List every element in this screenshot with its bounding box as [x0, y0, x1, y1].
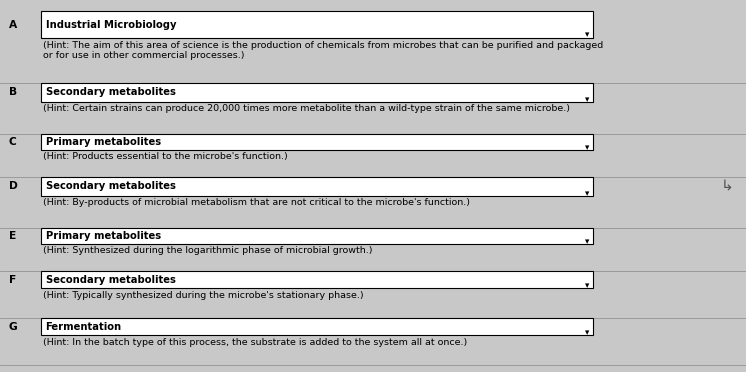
Text: Secondary metabolites: Secondary metabolites: [46, 181, 175, 191]
Text: ▾: ▾: [585, 30, 589, 39]
Text: G: G: [9, 321, 18, 331]
Text: Primary metabolites: Primary metabolites: [46, 137, 160, 147]
Text: F: F: [9, 275, 16, 285]
Text: ▾: ▾: [585, 143, 589, 152]
Text: (Hint: Certain strains can produce 20,000 times more metabolite than a wild-type: (Hint: Certain strains can produce 20,00…: [43, 104, 569, 113]
Text: (Hint: By-products of microbial metabolism that are not critical to the microbe': (Hint: By-products of microbial metaboli…: [43, 198, 469, 207]
Text: (Hint: In the batch type of this process, the substrate is added to the system a: (Hint: In the batch type of this process…: [43, 338, 467, 347]
FancyBboxPatch shape: [41, 11, 593, 38]
Text: ▾: ▾: [585, 94, 589, 104]
Text: C: C: [9, 137, 16, 147]
FancyBboxPatch shape: [41, 228, 593, 244]
FancyBboxPatch shape: [41, 177, 593, 196]
Text: (Hint: Products essential to the microbe's function.): (Hint: Products essential to the microbe…: [43, 152, 287, 161]
Text: B: B: [9, 87, 17, 97]
Text: ▾: ▾: [585, 281, 589, 290]
Text: D: D: [9, 181, 18, 191]
Text: Primary metabolites: Primary metabolites: [46, 231, 160, 241]
Text: Secondary metabolites: Secondary metabolites: [46, 87, 175, 97]
Text: (Hint: Typically synthesized during the microbe's stationary phase.): (Hint: Typically synthesized during the …: [43, 291, 363, 300]
Text: (Hint: The aim of this area of science is the production of chemicals from micro: (Hint: The aim of this area of science i…: [43, 41, 603, 60]
Text: ↳: ↳: [721, 179, 734, 193]
Text: E: E: [9, 231, 16, 241]
FancyBboxPatch shape: [41, 318, 593, 336]
Text: Secondary metabolites: Secondary metabolites: [46, 275, 175, 285]
Text: Fermentation: Fermentation: [46, 321, 122, 331]
FancyBboxPatch shape: [41, 83, 593, 102]
Text: ▾: ▾: [585, 189, 589, 198]
FancyBboxPatch shape: [41, 270, 593, 288]
Text: ▾: ▾: [585, 328, 589, 337]
Text: ▾: ▾: [585, 237, 589, 246]
Text: (Hint: Synthesized during the logarithmic phase of microbial growth.): (Hint: Synthesized during the logarithmi…: [43, 246, 372, 255]
Text: Industrial Microbiology: Industrial Microbiology: [46, 20, 176, 30]
Text: A: A: [9, 20, 17, 30]
FancyBboxPatch shape: [41, 134, 593, 150]
